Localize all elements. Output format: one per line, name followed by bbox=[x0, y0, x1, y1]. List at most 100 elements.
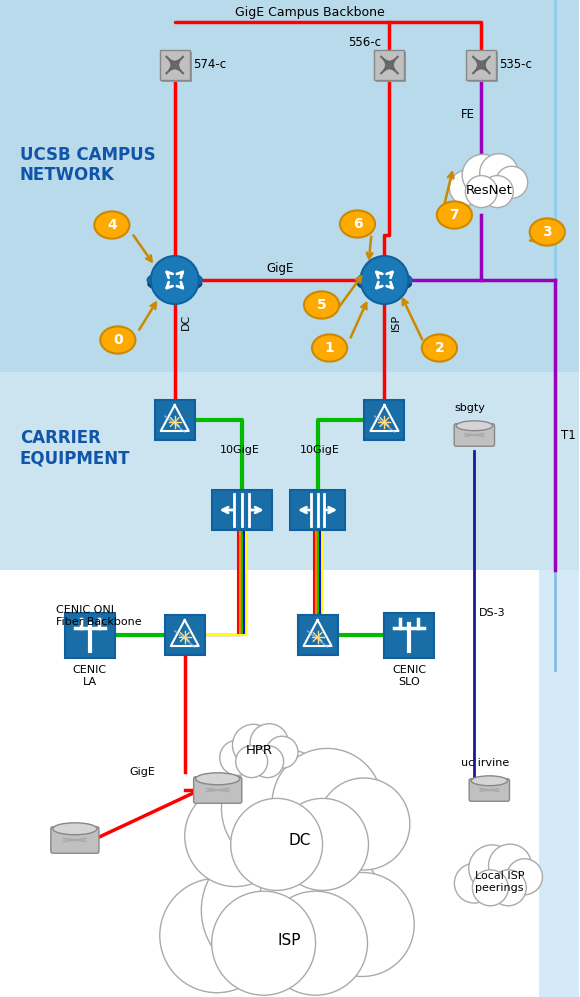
Circle shape bbox=[318, 778, 410, 870]
FancyBboxPatch shape bbox=[0, 570, 539, 997]
Ellipse shape bbox=[530, 218, 565, 245]
Text: T1: T1 bbox=[561, 429, 576, 442]
Ellipse shape bbox=[147, 275, 202, 292]
Circle shape bbox=[201, 842, 336, 978]
FancyBboxPatch shape bbox=[194, 777, 242, 804]
FancyBboxPatch shape bbox=[0, 372, 579, 570]
Circle shape bbox=[151, 256, 199, 304]
Circle shape bbox=[272, 749, 382, 858]
Text: CENIC
LA: CENIC LA bbox=[73, 665, 107, 687]
Ellipse shape bbox=[357, 275, 412, 292]
Text: 5: 5 bbox=[317, 298, 327, 312]
Text: UCSB CAMPUS
NETWORK: UCSB CAMPUS NETWORK bbox=[20, 146, 155, 184]
Circle shape bbox=[212, 891, 316, 995]
Ellipse shape bbox=[422, 334, 457, 362]
FancyBboxPatch shape bbox=[212, 490, 271, 530]
Text: GigE: GigE bbox=[266, 261, 293, 274]
FancyBboxPatch shape bbox=[65, 612, 115, 657]
FancyBboxPatch shape bbox=[469, 779, 509, 802]
FancyBboxPatch shape bbox=[539, 372, 579, 570]
FancyBboxPatch shape bbox=[298, 615, 338, 655]
Circle shape bbox=[235, 746, 267, 778]
Text: 10GigE: 10GigE bbox=[220, 445, 260, 455]
Text: GigE Campus Backbone: GigE Campus Backbone bbox=[235, 6, 385, 19]
Ellipse shape bbox=[147, 271, 202, 289]
Circle shape bbox=[496, 166, 528, 198]
FancyBboxPatch shape bbox=[165, 615, 205, 655]
Circle shape bbox=[454, 863, 494, 903]
Circle shape bbox=[250, 724, 288, 762]
Text: 556-c: 556-c bbox=[349, 37, 382, 50]
Circle shape bbox=[462, 155, 503, 195]
FancyBboxPatch shape bbox=[466, 50, 496, 80]
Ellipse shape bbox=[100, 326, 135, 354]
FancyBboxPatch shape bbox=[162, 52, 192, 82]
FancyBboxPatch shape bbox=[375, 50, 404, 80]
Circle shape bbox=[481, 175, 513, 207]
Text: 1: 1 bbox=[325, 341, 335, 355]
Circle shape bbox=[277, 799, 368, 890]
FancyBboxPatch shape bbox=[376, 52, 407, 82]
FancyBboxPatch shape bbox=[539, 0, 579, 997]
Text: 3: 3 bbox=[542, 225, 552, 239]
Text: ISP: ISP bbox=[390, 314, 400, 331]
FancyBboxPatch shape bbox=[155, 400, 195, 440]
Circle shape bbox=[361, 256, 408, 304]
Text: DC: DC bbox=[181, 314, 191, 330]
Text: sbgty: sbgty bbox=[455, 403, 486, 413]
Text: FE: FE bbox=[461, 109, 476, 122]
Text: 6: 6 bbox=[353, 217, 362, 231]
Circle shape bbox=[465, 175, 497, 207]
Circle shape bbox=[222, 749, 341, 868]
Ellipse shape bbox=[95, 211, 129, 238]
Text: DS-3: DS-3 bbox=[479, 607, 506, 617]
Text: 574-c: 574-c bbox=[193, 59, 226, 72]
Circle shape bbox=[472, 869, 508, 906]
Circle shape bbox=[259, 843, 383, 968]
Ellipse shape bbox=[304, 291, 339, 319]
Ellipse shape bbox=[437, 201, 472, 228]
Text: CARRIER
EQUIPMENT: CARRIER EQUIPMENT bbox=[20, 429, 130, 468]
Circle shape bbox=[220, 740, 255, 776]
FancyBboxPatch shape bbox=[385, 612, 434, 657]
Text: 2: 2 bbox=[434, 341, 444, 355]
Text: 10GigE: 10GigE bbox=[300, 445, 339, 455]
Circle shape bbox=[450, 170, 484, 205]
Circle shape bbox=[480, 154, 518, 192]
Circle shape bbox=[266, 736, 298, 769]
Circle shape bbox=[506, 858, 542, 894]
Ellipse shape bbox=[357, 271, 412, 289]
Circle shape bbox=[160, 878, 274, 993]
Ellipse shape bbox=[195, 773, 240, 785]
Ellipse shape bbox=[471, 776, 508, 786]
Circle shape bbox=[264, 891, 368, 995]
Ellipse shape bbox=[53, 823, 97, 834]
Ellipse shape bbox=[312, 334, 347, 362]
Circle shape bbox=[310, 872, 414, 976]
Text: CENIC ONI
Fiber Backbone: CENIC ONI Fiber Backbone bbox=[56, 605, 142, 627]
Text: uc irvine: uc irvine bbox=[461, 758, 509, 768]
Circle shape bbox=[252, 746, 284, 778]
Circle shape bbox=[185, 786, 286, 886]
Ellipse shape bbox=[340, 210, 375, 237]
Text: 7: 7 bbox=[450, 208, 459, 222]
Text: DC: DC bbox=[288, 832, 311, 847]
FancyBboxPatch shape bbox=[469, 52, 498, 82]
Text: CENIC
SLO: CENIC SLO bbox=[393, 665, 426, 687]
FancyBboxPatch shape bbox=[51, 827, 99, 853]
FancyBboxPatch shape bbox=[160, 50, 190, 80]
Text: 0: 0 bbox=[113, 333, 122, 347]
Text: 4: 4 bbox=[107, 218, 117, 232]
FancyBboxPatch shape bbox=[0, 0, 579, 372]
Text: GigE: GigE bbox=[129, 767, 155, 777]
Text: ResNet: ResNet bbox=[466, 183, 513, 196]
FancyBboxPatch shape bbox=[290, 490, 345, 530]
FancyBboxPatch shape bbox=[539, 0, 579, 372]
Circle shape bbox=[488, 844, 532, 887]
FancyBboxPatch shape bbox=[454, 424, 495, 447]
Circle shape bbox=[469, 844, 516, 891]
Ellipse shape bbox=[456, 421, 492, 431]
Text: 535-c: 535-c bbox=[499, 59, 532, 72]
Circle shape bbox=[231, 799, 322, 890]
FancyBboxPatch shape bbox=[364, 400, 404, 440]
